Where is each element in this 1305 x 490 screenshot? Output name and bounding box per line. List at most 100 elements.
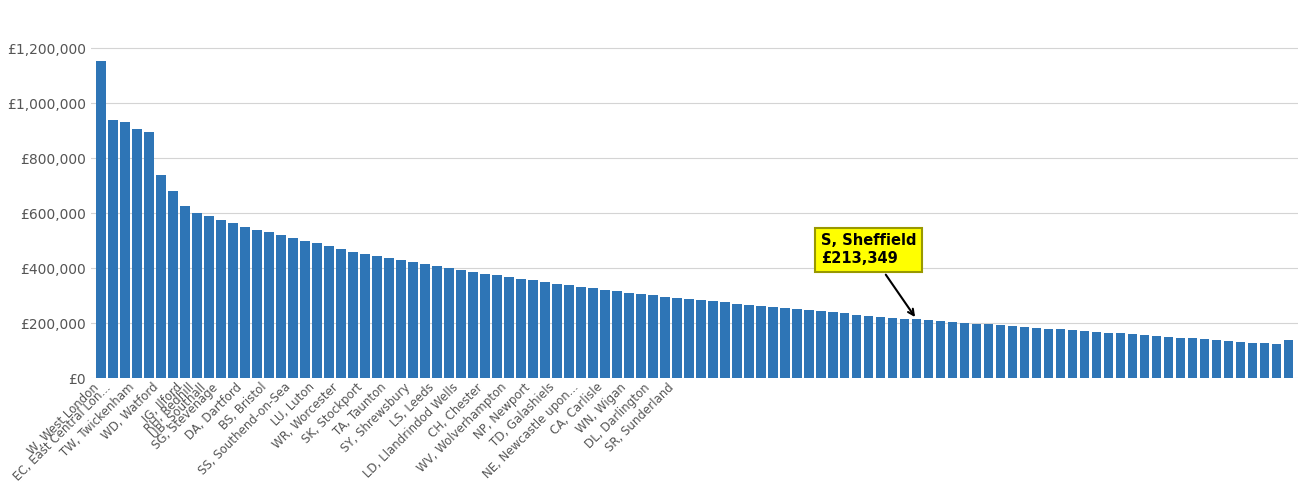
- Bar: [1139, 335, 1150, 378]
- Bar: [288, 238, 298, 378]
- Bar: [1128, 334, 1138, 378]
- Bar: [827, 312, 838, 378]
- Bar: [420, 264, 429, 378]
- Bar: [120, 122, 130, 378]
- Bar: [756, 306, 766, 378]
- Bar: [684, 299, 693, 378]
- Bar: [1259, 343, 1270, 378]
- Bar: [1019, 327, 1030, 378]
- Bar: [324, 246, 334, 378]
- Bar: [252, 230, 262, 378]
- Bar: [529, 280, 538, 378]
- Bar: [589, 289, 598, 378]
- Bar: [744, 305, 753, 378]
- Bar: [767, 307, 778, 378]
- Bar: [672, 298, 681, 378]
- Bar: [384, 258, 394, 378]
- Bar: [960, 323, 970, 378]
- Bar: [1236, 342, 1245, 378]
- Bar: [240, 227, 249, 378]
- Bar: [1199, 339, 1210, 378]
- Bar: [612, 291, 621, 378]
- Bar: [157, 174, 166, 378]
- Bar: [792, 309, 801, 378]
- Bar: [1044, 328, 1053, 378]
- Bar: [205, 216, 214, 378]
- Bar: [192, 213, 202, 378]
- Bar: [397, 260, 406, 378]
- Bar: [1284, 340, 1293, 378]
- Bar: [444, 268, 454, 378]
- Bar: [780, 308, 790, 378]
- Bar: [649, 295, 658, 378]
- Bar: [924, 320, 933, 378]
- Bar: [660, 296, 669, 378]
- Bar: [1188, 339, 1197, 378]
- Bar: [936, 321, 945, 378]
- Bar: [515, 279, 526, 378]
- Bar: [720, 302, 729, 378]
- Bar: [1079, 331, 1090, 378]
- Bar: [468, 272, 478, 378]
- Bar: [1248, 343, 1257, 378]
- Bar: [300, 241, 309, 378]
- Bar: [887, 318, 898, 378]
- Bar: [408, 262, 418, 378]
- Bar: [372, 256, 382, 378]
- Bar: [709, 301, 718, 378]
- Bar: [732, 303, 741, 378]
- Bar: [277, 235, 286, 378]
- Bar: [228, 223, 238, 378]
- Bar: [840, 314, 850, 378]
- Bar: [876, 317, 886, 378]
- Bar: [1164, 337, 1173, 378]
- Bar: [624, 293, 634, 378]
- Bar: [552, 284, 561, 378]
- Bar: [636, 294, 646, 378]
- Bar: [864, 316, 873, 378]
- Bar: [1152, 336, 1161, 378]
- Bar: [600, 290, 609, 378]
- Bar: [1104, 333, 1113, 378]
- Bar: [457, 270, 466, 378]
- Bar: [264, 232, 274, 378]
- Bar: [696, 300, 706, 378]
- Bar: [576, 287, 586, 378]
- Bar: [996, 325, 1005, 378]
- Bar: [492, 275, 501, 378]
- Bar: [804, 310, 813, 378]
- Text: S, Sheffield
£213,349: S, Sheffield £213,349: [821, 233, 916, 315]
- Bar: [540, 282, 549, 378]
- Bar: [972, 323, 981, 378]
- Bar: [132, 129, 142, 378]
- Bar: [912, 319, 921, 378]
- Bar: [1067, 330, 1078, 378]
- Bar: [348, 251, 358, 378]
- Bar: [984, 324, 993, 378]
- Bar: [1007, 326, 1018, 378]
- Bar: [97, 61, 106, 378]
- Bar: [900, 319, 910, 378]
- Bar: [180, 206, 189, 378]
- Bar: [217, 220, 226, 378]
- Bar: [108, 120, 117, 378]
- Bar: [504, 277, 514, 378]
- Bar: [1176, 338, 1185, 378]
- Bar: [145, 132, 154, 378]
- Bar: [1092, 332, 1101, 378]
- Bar: [816, 311, 826, 378]
- Bar: [1116, 334, 1125, 378]
- Bar: [312, 244, 322, 378]
- Bar: [480, 273, 489, 378]
- Bar: [168, 191, 177, 378]
- Bar: [432, 266, 441, 378]
- Bar: [360, 254, 369, 378]
- Bar: [564, 285, 574, 378]
- Bar: [1271, 344, 1282, 378]
- Bar: [947, 322, 958, 378]
- Bar: [337, 249, 346, 378]
- Bar: [1224, 341, 1233, 378]
- Bar: [1032, 328, 1041, 378]
- Bar: [1212, 340, 1221, 378]
- Bar: [1056, 329, 1065, 378]
